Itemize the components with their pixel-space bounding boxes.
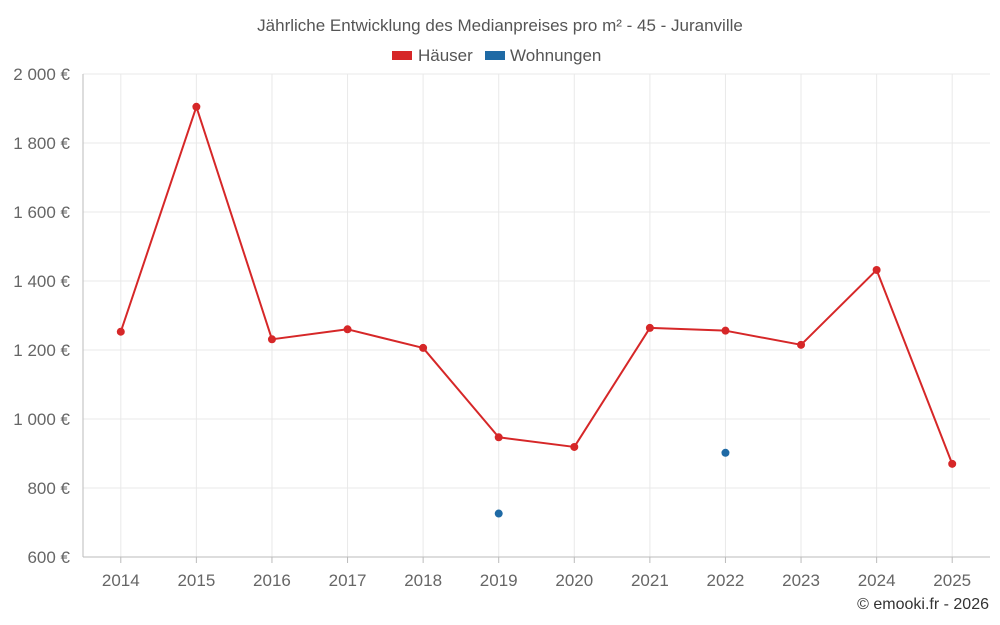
legend: Häuser Wohnungen <box>392 46 601 65</box>
x-tick-label: 2014 <box>102 571 140 590</box>
y-tick-label: 1 800 € <box>13 134 70 153</box>
data-point-haeuser[interactable] <box>797 340 806 349</box>
y-tick-label: 1 400 € <box>13 272 70 291</box>
x-tick-label: 2017 <box>329 571 367 590</box>
data-point-haeuser[interactable] <box>721 326 730 335</box>
data-point-haeuser[interactable] <box>419 343 428 352</box>
y-tick-label: 2 000 € <box>13 65 70 84</box>
data-point-wohnungen[interactable] <box>494 509 503 518</box>
y-tick-label: 1 600 € <box>13 203 70 222</box>
data-point-haeuser[interactable] <box>645 323 654 332</box>
legend-label-haeuser[interactable]: Häuser <box>418 46 473 65</box>
x-tick-label: 2020 <box>555 571 593 590</box>
data-point-haeuser[interactable] <box>948 459 957 468</box>
series-layer <box>116 102 957 518</box>
data-point-haeuser[interactable] <box>343 325 352 334</box>
x-tick-label: 2022 <box>707 571 745 590</box>
data-point-haeuser[interactable] <box>872 265 881 274</box>
x-tick-label: 2021 <box>631 571 669 590</box>
grid <box>83 73 990 557</box>
credit-text: © emooki.fr - 2026 <box>857 596 989 613</box>
x-tick-label: 2015 <box>177 571 215 590</box>
legend-swatch-haeuser[interactable] <box>392 51 412 60</box>
y-tick-label: 1 000 € <box>13 410 70 429</box>
x-tick-label: 2018 <box>404 571 442 590</box>
data-point-haeuser[interactable] <box>494 433 503 442</box>
x-tick-label: 2016 <box>253 571 291 590</box>
data-point-haeuser[interactable] <box>570 442 579 451</box>
y-tick-label: 600 € <box>27 548 70 567</box>
legend-label-wohnungen[interactable]: Wohnungen <box>510 46 601 65</box>
data-point-wohnungen[interactable] <box>721 448 730 457</box>
x-tick-label: 2023 <box>782 571 820 590</box>
chart-title: Jährliche Entwicklung des Medianpreises … <box>257 16 743 35</box>
x-tick-label: 2024 <box>858 571 896 590</box>
axes: 600 € 800 € 1 000 € 1 200 € 1 400 € 1 600 € 1 … <box>13 65 990 590</box>
data-point-haeuser[interactable] <box>267 335 276 344</box>
legend-swatch-wohnungen[interactable] <box>485 51 505 60</box>
series-line-haeuser <box>119 105 954 465</box>
y-tick-label: 1 200 € <box>13 341 70 360</box>
y-tick-label: 800 € <box>27 479 70 498</box>
x-tick-label: 2025 <box>933 571 971 590</box>
data-point-haeuser[interactable] <box>192 102 201 111</box>
data-point-haeuser[interactable] <box>116 327 125 336</box>
x-tick-label: 2019 <box>480 571 518 590</box>
